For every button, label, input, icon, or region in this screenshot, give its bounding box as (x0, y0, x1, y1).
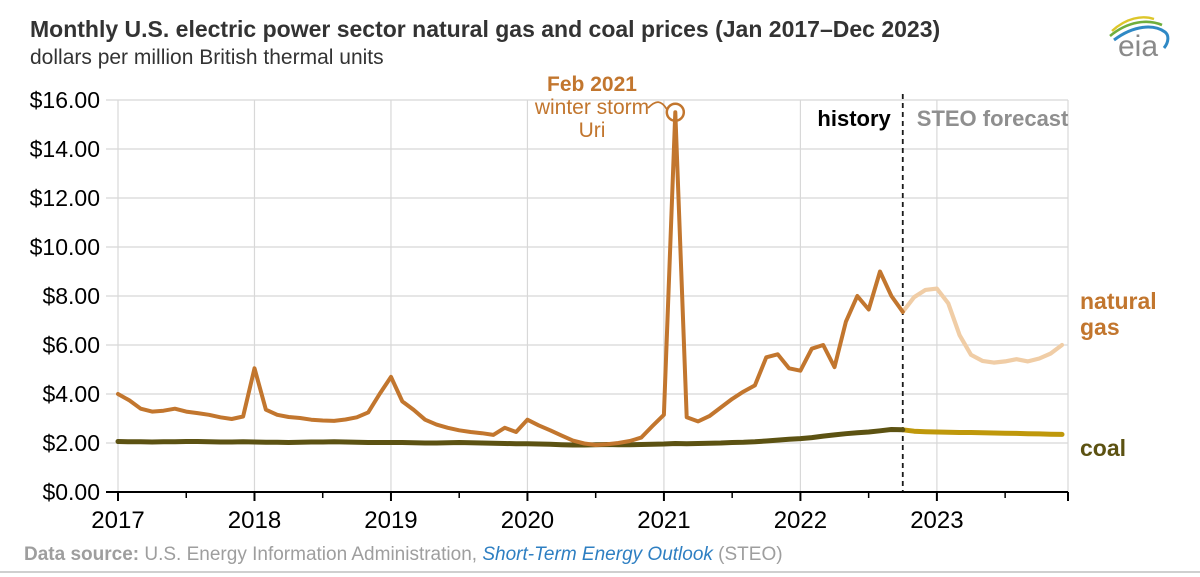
x-year-label: 2021 (637, 507, 690, 534)
spike-marker-circle (665, 102, 686, 122)
annotation-title: Feb 2021 (547, 73, 637, 96)
coal-history-line (115, 427, 906, 448)
natural-gas-series-label: gas (1080, 314, 1120, 340)
eia-logo: eia (1109, 16, 1170, 62)
eia-logo-blue-swoosh (1113, 25, 1170, 49)
footer-label: Data source: (24, 544, 140, 565)
x-year-label: 2019 (364, 507, 417, 534)
footer-rule (0, 571, 1200, 573)
eia-logo-text: eia (1118, 30, 1158, 62)
footer-suffix: (STEO) (712, 544, 783, 565)
natural-gas-forecast-line (900, 286, 1065, 365)
annotation-connector (647, 101, 668, 110)
y-tick-label: $6.00 (42, 332, 100, 358)
coal-series-label: coal (1080, 435, 1126, 461)
coal-forecast-line (900, 427, 1065, 437)
x-year-label: 2018 (228, 507, 281, 534)
footer-datasource: Data source: U.S. Energy Information Adm… (24, 544, 783, 566)
annotation-line: Uri (579, 119, 606, 142)
x-year-label: 2017 (91, 507, 144, 534)
price-chart: $16.00 $14.00 $12.00 $10.00 $8.00 $6.00 $4.00 $… (30, 73, 1157, 534)
y-tick-label: $0.00 (42, 479, 100, 505)
eia-logo-yellow-swoosh (1111, 16, 1155, 32)
natural-gas-series-label: natural (1080, 288, 1157, 314)
page-subtitle: dollars per million British thermal unit… (30, 46, 384, 69)
x-year-label: 2020 (501, 507, 554, 534)
annotation-line: winter storm (534, 96, 649, 119)
footer-steo-link[interactable]: Short-Term Energy Outlook (482, 544, 713, 565)
x-year-label: 2023 (910, 507, 963, 534)
page-title: Monthly U.S. electric power sector natur… (30, 16, 941, 42)
y-tick-label: $2.00 (42, 430, 100, 456)
y-tick-label: $4.00 (42, 381, 100, 407)
natural-gas-history-line (116, 110, 905, 447)
x-year-label: 2022 (774, 507, 827, 534)
y-tick-label: $14.00 (30, 136, 100, 162)
eia-logo-green-swoosh (1109, 20, 1163, 38)
y-tick-label: $8.00 (42, 283, 100, 309)
y-tick-label: $10.00 (30, 234, 100, 260)
steo-forecast-label: STEO forecast (917, 106, 1069, 131)
footer-org: U.S. Energy Information Administration, (139, 544, 483, 565)
history-label: history (817, 106, 891, 131)
y-tick-label: $16.00 (30, 87, 100, 113)
y-tick-label: $12.00 (30, 185, 100, 211)
